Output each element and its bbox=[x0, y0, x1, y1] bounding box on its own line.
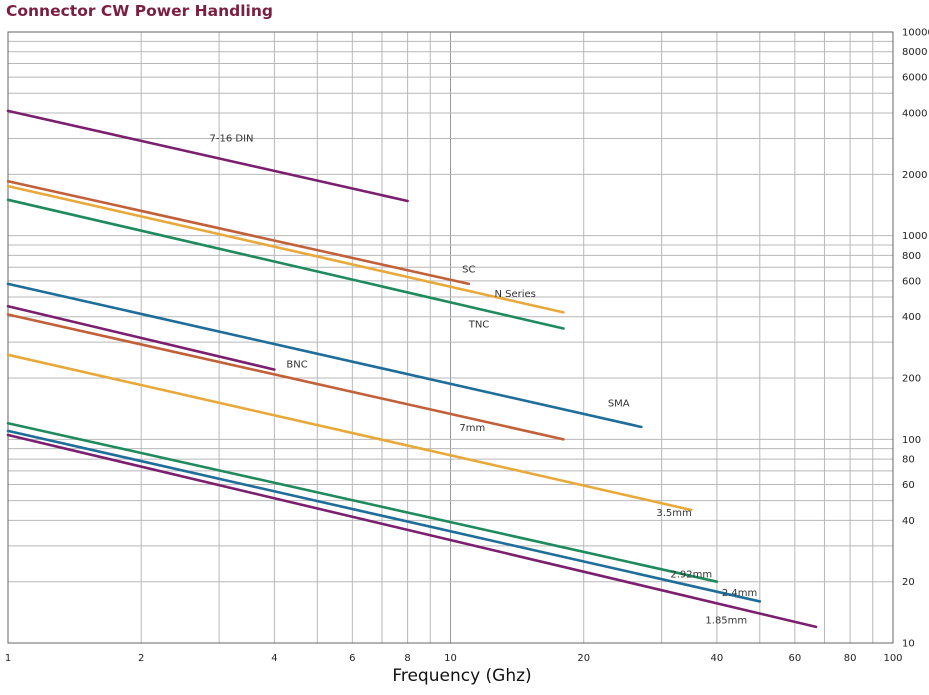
series-line-bnc bbox=[6, 304, 276, 371]
series-label-layer: 7-16 DIN SC N Series TNC SMA BNC 7mm 3.5mm 2.92m… bbox=[210, 133, 758, 626]
tick-label-layer: 1 2 4 6 8 10 20 40 60 80 1001020406080100200400600… bbox=[5, 28, 929, 665]
chart-title: Connector CW Power Handling bbox=[6, 2, 273, 20]
x-tick-label: 4 bbox=[271, 653, 277, 664]
series-line-sc bbox=[6, 179, 471, 286]
series-line-3-5mm bbox=[6, 353, 693, 512]
series-label: 3.5mm bbox=[656, 508, 691, 519]
series-line-7-16-din bbox=[6, 109, 409, 203]
series-line-tnc bbox=[6, 198, 565, 330]
y-tick-label: 40 bbox=[902, 516, 915, 527]
series-label: 7-16 DIN bbox=[210, 133, 254, 144]
x-tick-label: 2 bbox=[138, 653, 144, 664]
y-tick-label: 10 bbox=[902, 639, 915, 650]
x-tick-label: 10 bbox=[444, 653, 457, 664]
y-tick-label: 6000 bbox=[902, 73, 927, 84]
series-line-2-92mm bbox=[6, 421, 719, 583]
y-tick-label: 200 bbox=[902, 374, 921, 385]
y-tick-label: 600 bbox=[902, 276, 921, 287]
y-tick-label: 2000 bbox=[902, 170, 927, 181]
y-tick-label: 8000 bbox=[902, 47, 927, 58]
series-label: 2.4mm bbox=[722, 588, 757, 599]
series-line-7mm bbox=[6, 313, 565, 441]
plot-frame bbox=[7, 31, 894, 644]
series-label: N Series bbox=[494, 289, 535, 300]
x-axis-title: Frequency (Ghz) bbox=[392, 666, 531, 686]
grid-layer bbox=[7, 31, 894, 644]
series-line-2-4mm bbox=[6, 429, 762, 603]
x-tick-label: 8 bbox=[404, 653, 410, 664]
x-tick-label: 80 bbox=[844, 653, 857, 664]
y-tick-label: 20 bbox=[902, 577, 915, 588]
x-tick-label: 6 bbox=[349, 653, 355, 664]
series-line-1-85mm bbox=[6, 433, 818, 629]
y-tick-label: 1000 bbox=[902, 231, 927, 242]
series-label: BNC bbox=[286, 360, 307, 371]
series-label: 1.85mm bbox=[705, 615, 747, 626]
x-tick-label: 1 bbox=[5, 653, 11, 664]
series-label: SC bbox=[462, 264, 475, 275]
series-line-sma bbox=[6, 282, 643, 429]
x-tick-label: 60 bbox=[788, 653, 801, 664]
x-tick-label: 40 bbox=[711, 653, 724, 664]
y-tick-label: 800 bbox=[902, 251, 921, 262]
series-label: 2.92mm bbox=[670, 569, 712, 580]
series-line-n-series bbox=[6, 184, 565, 314]
y-tick-label: 4000 bbox=[902, 109, 927, 120]
y-tick-label: 80 bbox=[902, 455, 915, 466]
series-label: SMA bbox=[608, 398, 630, 409]
series-layer bbox=[6, 109, 818, 629]
x-tick-label: 100 bbox=[883, 653, 902, 664]
series-label: 7mm bbox=[459, 423, 485, 434]
series-label: TNC bbox=[468, 319, 490, 330]
y-tick-label: 60 bbox=[902, 480, 915, 491]
x-tick-label: 20 bbox=[577, 653, 590, 664]
y-tick-label: 100 bbox=[902, 435, 921, 446]
y-tick-label: 10000 bbox=[902, 28, 929, 39]
y-tick-label: 400 bbox=[902, 312, 921, 323]
